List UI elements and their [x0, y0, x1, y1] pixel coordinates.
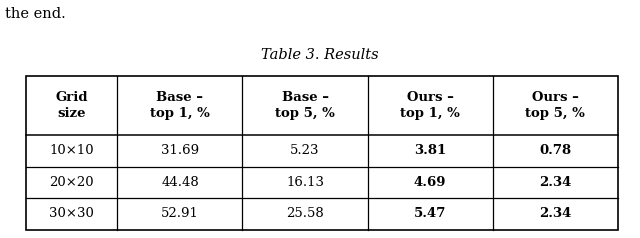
- Text: Base –
top 1, %: Base – top 1, %: [150, 91, 210, 120]
- Text: 0.78: 0.78: [539, 144, 571, 158]
- Text: Base –
top 5, %: Base – top 5, %: [275, 91, 335, 120]
- Text: 3.81: 3.81: [414, 144, 446, 158]
- Text: 5.47: 5.47: [414, 208, 446, 220]
- Text: 10×10: 10×10: [49, 144, 94, 158]
- Text: 4.69: 4.69: [414, 176, 446, 189]
- Text: Ours –
top 1, %: Ours – top 1, %: [400, 91, 460, 120]
- Text: Ours –
top 5, %: Ours – top 5, %: [525, 91, 585, 120]
- Text: 16.13: 16.13: [286, 176, 324, 189]
- Text: 2.34: 2.34: [539, 208, 572, 220]
- Text: 30×30: 30×30: [49, 208, 94, 220]
- Text: the end.: the end.: [5, 7, 66, 21]
- Text: 25.58: 25.58: [286, 208, 324, 220]
- Text: 5.23: 5.23: [291, 144, 320, 158]
- Text: 31.69: 31.69: [161, 144, 199, 158]
- Text: 44.48: 44.48: [161, 176, 199, 189]
- Text: 20×20: 20×20: [49, 176, 94, 189]
- Text: Table 3. Results: Table 3. Results: [261, 48, 379, 62]
- Text: 52.91: 52.91: [161, 208, 199, 220]
- Text: Grid
size: Grid size: [55, 91, 88, 120]
- Text: 2.34: 2.34: [539, 176, 572, 189]
